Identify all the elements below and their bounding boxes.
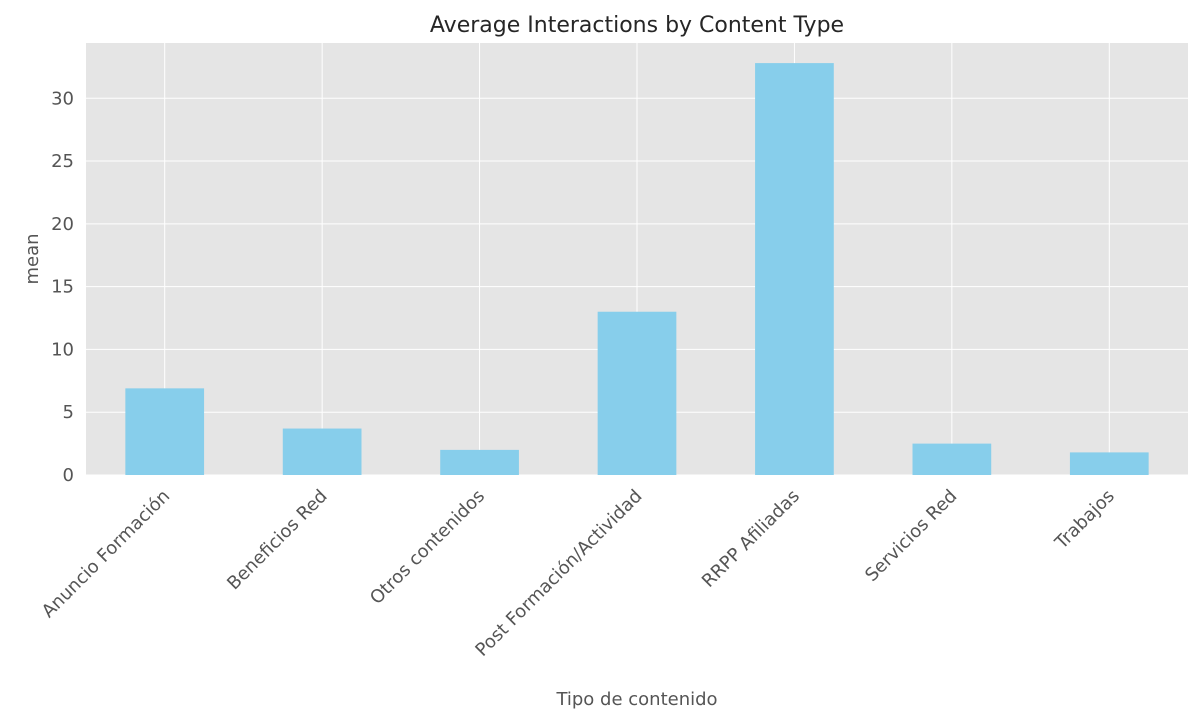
y-tick-label: 10 — [51, 339, 74, 360]
bar-servicios-red — [912, 443, 992, 475]
x-tick-label: RRPP Afiliadas — [698, 486, 804, 592]
x-tick-label: Post Formación/Actividad — [471, 486, 646, 661]
y-tick-label: 5 — [63, 402, 74, 423]
y-tick-label: 30 — [51, 88, 74, 109]
x-tick-label: Beneficios Red — [223, 486, 332, 595]
x-tick-label: Anuncio Formación — [38, 486, 174, 622]
bar-post-formación-actividad — [597, 311, 677, 475]
bar-anuncio-formación — [125, 388, 205, 475]
x-tick-label: Servicios Red — [861, 486, 961, 586]
y-axis-label: mean — [22, 233, 43, 284]
y-tick-label: 0 — [63, 465, 74, 486]
chart-title: Average Interactions by Content Type — [430, 13, 844, 38]
x-tick-label: Otros contenidos — [366, 486, 489, 609]
bar-trabajos — [1069, 452, 1149, 475]
bar-otros-contenidos — [440, 449, 519, 475]
y-tick-label: 15 — [51, 277, 74, 298]
bars-group — [125, 63, 1149, 476]
x-tick-label: Trabajos — [1050, 486, 1118, 554]
x-axis-ticks: Anuncio Formación Beneficios Red Otros con… — [38, 486, 1119, 661]
y-axis-ticks: 0 5 10 15 20 25 30 — [51, 88, 74, 486]
bar-beneficios-red — [282, 428, 362, 475]
y-tick-label: 20 — [51, 214, 74, 235]
x-axis-label: Tipo de contenido — [555, 689, 717, 710]
y-tick-label: 25 — [51, 151, 74, 172]
bar-rrpp-afiliadas — [755, 63, 834, 476]
